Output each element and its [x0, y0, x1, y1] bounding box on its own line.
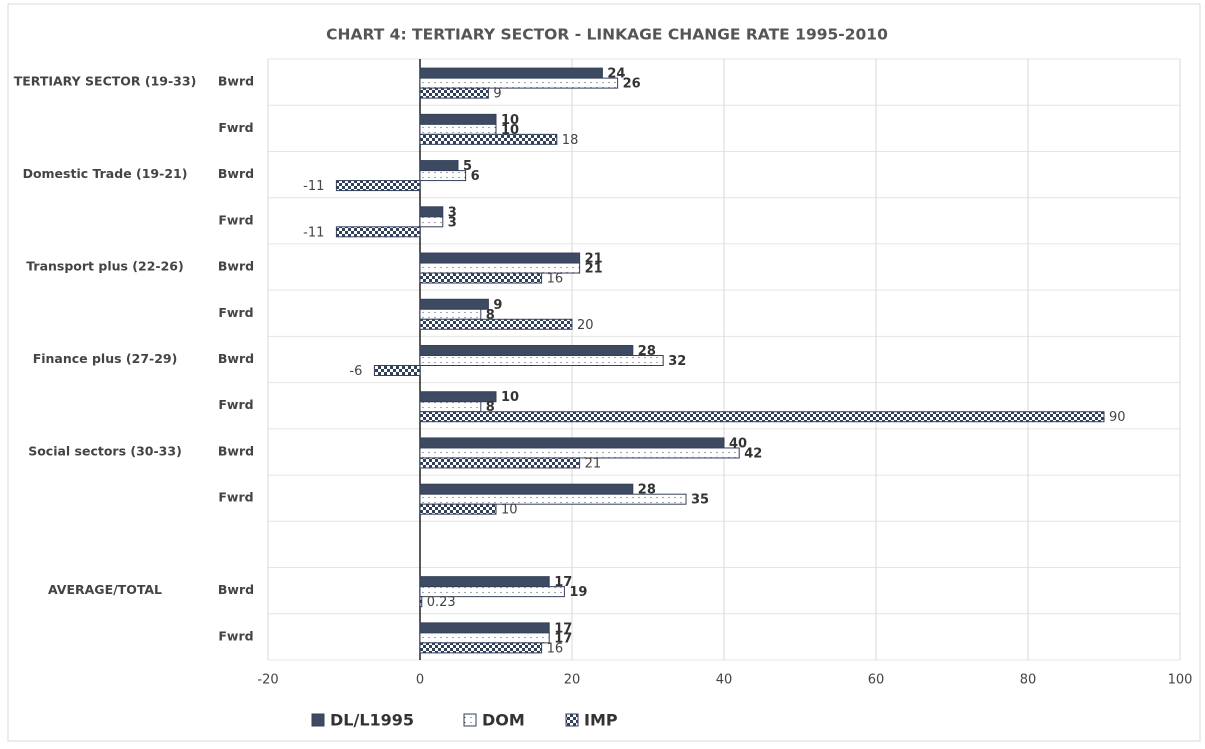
value-label: 26 — [623, 77, 641, 92]
x-tick-label: 100 — [1168, 673, 1193, 688]
bar — [419, 447, 740, 459]
y-tick-label: Fwrd — [218, 628, 253, 643]
value-label: 35 — [691, 493, 709, 508]
bar — [335, 226, 421, 238]
bar — [419, 642, 543, 654]
bar — [419, 437, 725, 449]
legend-swatch — [565, 713, 579, 727]
bar — [419, 483, 634, 495]
bar — [419, 401, 482, 413]
bar — [419, 87, 489, 99]
bar — [419, 298, 489, 310]
x-tick-label: 0 — [416, 673, 424, 688]
bar — [419, 586, 565, 598]
bar — [419, 576, 550, 588]
value-label: 9 — [493, 87, 501, 102]
legend-label: DOM — [482, 711, 525, 730]
value-label: 16 — [547, 641, 564, 656]
value-label: 8 — [486, 400, 495, 415]
bar — [419, 308, 482, 320]
bar — [419, 391, 497, 403]
value-label: 10 — [501, 113, 519, 128]
bar — [419, 503, 497, 515]
value-label: 21 — [585, 252, 603, 267]
value-label: -11 — [303, 179, 324, 194]
group-label: TERTIARY SECTOR (19-33) — [14, 74, 197, 89]
bar — [419, 67, 603, 79]
bar — [419, 622, 550, 634]
legend-label: DL/L1995 — [330, 711, 414, 730]
value-label: 6 — [471, 169, 480, 184]
x-tick-label: 20 — [564, 673, 581, 688]
bar — [419, 77, 619, 89]
value-label: -11 — [303, 225, 324, 240]
legend-swatch — [463, 713, 477, 727]
bar — [419, 596, 423, 608]
bar — [419, 457, 581, 469]
value-label: 5 — [463, 159, 472, 174]
group-label: Transport plus (22-26) — [26, 259, 183, 274]
y-tick-label: Fwrd — [218, 212, 253, 227]
bar — [419, 123, 497, 135]
value-label: 8 — [486, 308, 495, 323]
value-label: 0.23 — [427, 595, 456, 610]
value-label: 20 — [577, 318, 594, 333]
x-tick-label: 40 — [716, 673, 733, 688]
y-tick-label: Bwrd — [218, 582, 254, 597]
bar — [335, 180, 421, 192]
x-tick-label: -20 — [257, 673, 278, 688]
value-label: 32 — [668, 354, 686, 369]
value-label: 18 — [562, 133, 579, 148]
x-tick-label: 60 — [868, 673, 885, 688]
value-label: 21 — [585, 262, 603, 277]
value-label: -6 — [349, 364, 362, 379]
bar — [419, 345, 634, 356]
y-tick-label: Fwrd — [218, 305, 253, 320]
bar — [419, 160, 459, 172]
value-label: 3 — [448, 205, 457, 220]
value-label: 90 — [1109, 410, 1126, 425]
y-tick-label: Bwrd — [218, 74, 254, 89]
value-label: 42 — [744, 446, 762, 461]
chart-border — [7, 3, 1201, 742]
bar — [419, 216, 444, 228]
y-tick-label: Fwrd — [218, 490, 253, 505]
bar — [419, 493, 687, 505]
bar — [419, 411, 1105, 423]
bar — [419, 252, 581, 264]
value-label: 17 — [554, 631, 572, 646]
value-label: 16 — [547, 272, 564, 287]
legend-swatch — [311, 713, 325, 727]
bar — [419, 318, 573, 330]
bar — [419, 355, 664, 366]
y-tick-label: Fwrd — [218, 120, 253, 135]
group-label: AVERAGE/TOTAL — [48, 582, 162, 597]
chart-title: CHART 4: TERTIARY SECTOR - LINKAGE CHANG… — [326, 26, 888, 44]
value-label: 10 — [501, 503, 518, 518]
bar — [419, 272, 543, 284]
x-tick-label: 80 — [1020, 673, 1037, 688]
bar — [419, 170, 467, 182]
group-label: Social sectors (30-33) — [28, 443, 182, 458]
y-tick-label: Bwrd — [218, 443, 254, 458]
bar — [419, 632, 550, 644]
value-label: 9 — [493, 298, 502, 313]
value-label: 17 — [554, 621, 572, 636]
bar — [373, 365, 421, 376]
value-label: 19 — [569, 585, 587, 600]
group-label: Domestic Trade (19-21) — [23, 166, 188, 181]
bar — [419, 113, 497, 125]
y-tick-label: Bwrd — [218, 166, 254, 181]
group-label: Finance plus (27-29) — [33, 351, 178, 366]
legend-label: IMP — [584, 711, 618, 730]
y-tick-label: Fwrd — [218, 397, 253, 412]
value-label: 21 — [585, 456, 602, 471]
value-label: 3 — [448, 215, 457, 230]
y-tick-label: Bwrd — [218, 259, 254, 274]
y-tick-label: Bwrd — [218, 351, 254, 366]
bar — [419, 206, 444, 218]
bar — [419, 133, 558, 145]
value-label: 10 — [501, 390, 519, 405]
